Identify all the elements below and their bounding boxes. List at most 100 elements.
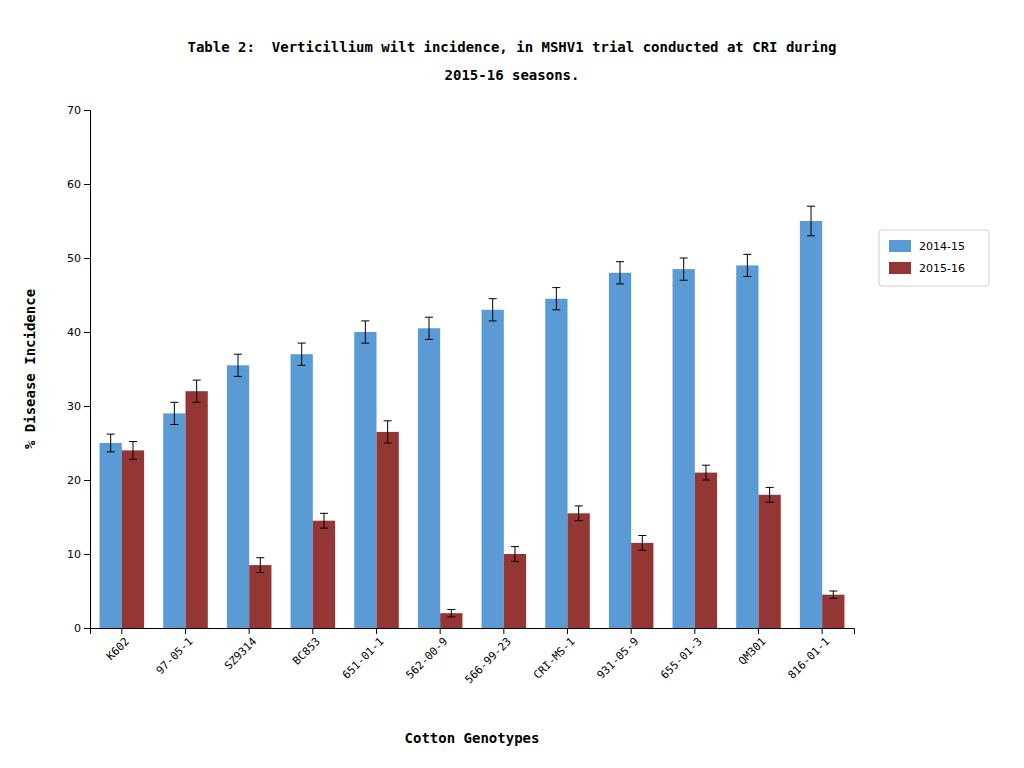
error-bar: [447, 610, 455, 617]
error-bar: [575, 506, 583, 521]
tick-label: 0: [74, 622, 81, 635]
error-bar: [766, 487, 774, 502]
tick: K602: [104, 628, 132, 663]
bar: [545, 299, 567, 628]
tick-label: 562-00-9: [404, 635, 451, 682]
error-bar: [107, 434, 115, 452]
bar: [313, 521, 335, 628]
error-bar: [702, 465, 710, 480]
tick-label: QM301: [736, 635, 769, 668]
error-bar: [320, 513, 328, 528]
error-bar: [552, 288, 560, 310]
error-bar: [743, 254, 751, 276]
error-bars: [129, 380, 837, 617]
tick-mark: [440, 628, 441, 634]
tick: 931-05-9: [595, 628, 642, 682]
error-bar: [807, 206, 815, 236]
tick-mark: [758, 628, 759, 634]
tick-mark: [312, 628, 313, 634]
tick: SZ9314: [222, 628, 260, 672]
tick-mark: [84, 406, 90, 407]
error-bar: [361, 321, 369, 343]
tick-mark: [84, 258, 90, 259]
bar: [482, 310, 504, 628]
tick-label: 651-01-1: [340, 635, 387, 682]
tick-label: 20: [67, 474, 81, 487]
error-bar: [256, 558, 264, 573]
tick-label: 566-99-23: [463, 635, 514, 686]
bar: [377, 432, 399, 628]
tick-label: 70: [67, 104, 81, 117]
tick-mark: [84, 332, 90, 333]
error-bar: [489, 299, 497, 321]
legend-item: 2014-15: [889, 240, 965, 253]
tick-mark: [84, 628, 90, 629]
axis-line: [84, 111, 91, 629]
bar: [418, 328, 440, 628]
bar: [122, 450, 144, 628]
bar: [163, 413, 185, 628]
bar: [736, 265, 758, 628]
tick: QM301: [736, 628, 769, 668]
error-bar: [170, 402, 178, 424]
plot-area: 0 10 20 30 40 50 60 70 K602 97-05-1 SZ9314 BC853 651…: [22, 104, 855, 746]
tick: 50: [67, 252, 90, 265]
legend-swatch: [889, 262, 911, 274]
y-axis-title: % Disease Incidence: [22, 289, 38, 449]
tick-label: 30: [67, 400, 81, 413]
tick-mark: [84, 554, 90, 555]
tick: 816-01-1: [786, 628, 833, 682]
error-bar: [425, 317, 433, 339]
tick: 40: [67, 326, 90, 339]
tick-label: 40: [67, 326, 81, 339]
bar: [568, 513, 590, 628]
error-bar: [829, 591, 837, 598]
legend-swatch: [889, 240, 911, 252]
tick-label: 816-01-1: [786, 635, 833, 682]
legend-label: 2015-16: [919, 262, 965, 275]
legend-label: 2014-15: [919, 240, 965, 253]
tick-mark: [822, 628, 823, 634]
tick: 30: [67, 400, 90, 413]
legend: 2014-15 2015-16: [879, 230, 989, 286]
tick: 97-05-1: [154, 628, 196, 677]
tick-label: 931-05-9: [595, 635, 642, 682]
error-bar: [193, 380, 201, 402]
bar-series: [100, 221, 823, 628]
error-bar: [234, 354, 242, 376]
tick: 655-01-3: [658, 628, 705, 682]
axis-line: [91, 629, 855, 635]
tick-mark: [376, 628, 377, 634]
tick-label: 10: [67, 548, 81, 561]
marks: [100, 206, 845, 628]
title: Table 2: Verticillium wilt incidence, in…: [187, 39, 836, 55]
bar: [354, 332, 376, 628]
bar: [759, 495, 781, 628]
tick: 562-00-9: [404, 628, 451, 682]
tick-mark: [503, 628, 504, 634]
bar: [186, 391, 208, 628]
tick-label: 60: [67, 178, 81, 191]
tick-mark: [631, 628, 632, 634]
tick-label: 97-05-1: [154, 635, 196, 677]
bar: [609, 273, 631, 628]
tick: 0: [74, 622, 90, 635]
error-bar: [384, 421, 392, 443]
bar: [822, 595, 844, 628]
tick-label: SZ9314: [222, 635, 260, 673]
tick-mark: [249, 628, 250, 634]
legend-frame: [879, 230, 989, 286]
tick-label: K602: [104, 635, 132, 663]
bar: [800, 221, 822, 628]
chart: Table 2: Verticillium wilt incidence, in…: [0, 0, 1024, 768]
error-bar: [638, 536, 646, 551]
tick: CRI-MS-1: [531, 628, 578, 682]
x-axis: K602 97-05-1 SZ9314 BC853 651-01-1 562-00-9 56…: [91, 628, 855, 686]
error-bars: [107, 206, 815, 452]
bar-series: [122, 391, 845, 628]
tick: 70: [67, 104, 90, 117]
tick: BC853: [290, 628, 323, 668]
tick-label: BC853: [290, 635, 323, 668]
tick-mark: [84, 480, 90, 481]
tick-mark: [84, 110, 90, 111]
